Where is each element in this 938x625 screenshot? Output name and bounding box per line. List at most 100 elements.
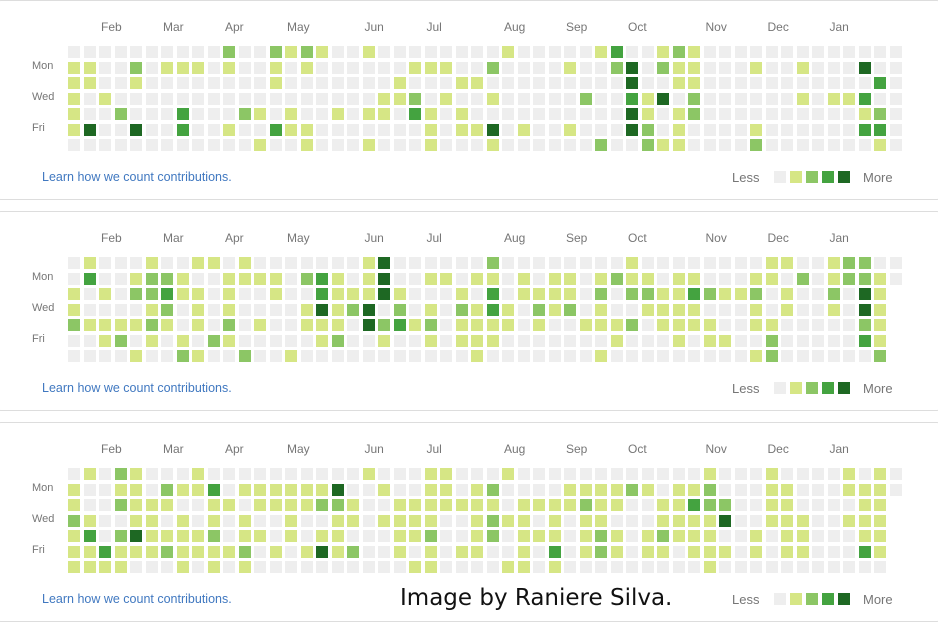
contribution-cell[interactable] <box>812 139 824 151</box>
contribution-cell[interactable] <box>83 77 96 89</box>
contribution-cell[interactable] <box>285 139 297 151</box>
contribution-cell[interactable] <box>858 303 871 316</box>
contribution-cell[interactable] <box>517 77 530 89</box>
contribution-cell[interactable] <box>176 545 189 558</box>
contribution-cell[interactable] <box>316 468 328 480</box>
contribution-cell[interactable] <box>223 530 235 542</box>
contribution-cell[interactable] <box>347 303 359 316</box>
contribution-cell[interactable] <box>99 288 111 300</box>
contribution-cell[interactable] <box>843 468 855 480</box>
contribution-cell[interactable] <box>781 499 793 511</box>
contribution-cell[interactable] <box>440 483 452 496</box>
contribution-cell[interactable] <box>207 545 220 558</box>
contribution-cell[interactable] <box>579 319 592 331</box>
contribution-cell[interactable] <box>533 108 545 120</box>
contribution-cell[interactable] <box>68 561 80 573</box>
contribution-cell[interactable] <box>393 468 406 480</box>
contribution-cell[interactable] <box>300 61 313 74</box>
contribution-cell[interactable] <box>765 334 778 347</box>
contribution-cell[interactable] <box>409 319 421 331</box>
contribution-cell[interactable] <box>657 530 669 542</box>
contribution-cell[interactable] <box>285 319 297 331</box>
contribution-cell[interactable] <box>254 108 266 120</box>
contribution-cell[interactable] <box>610 499 623 511</box>
contribution-cell[interactable] <box>269 334 282 347</box>
contribution-cell[interactable] <box>564 92 576 105</box>
contribution-cell[interactable] <box>595 514 607 527</box>
contribution-cell[interactable] <box>858 350 871 362</box>
contribution-cell[interactable] <box>347 92 359 105</box>
contribution-cell[interactable] <box>238 530 251 542</box>
contribution-cell[interactable] <box>672 468 685 480</box>
contribution-cell[interactable] <box>393 545 406 558</box>
contribution-cell[interactable] <box>316 545 328 558</box>
contribution-cell[interactable] <box>579 530 592 542</box>
contribution-cell[interactable] <box>502 530 514 542</box>
contribution-cell[interactable] <box>688 108 700 120</box>
contribution-cell[interactable] <box>455 334 468 347</box>
contribution-cell[interactable] <box>781 46 793 58</box>
contribution-cell[interactable] <box>176 123 189 136</box>
contribution-cell[interactable] <box>595 92 607 105</box>
contribution-cell[interactable] <box>316 514 328 527</box>
contribution-cell[interactable] <box>858 46 871 58</box>
contribution-cell[interactable] <box>502 303 514 316</box>
contribution-cell[interactable] <box>765 468 778 480</box>
contribution-cell[interactable] <box>626 272 638 285</box>
contribution-cell[interactable] <box>641 257 654 269</box>
contribution-cell[interactable] <box>145 288 158 300</box>
contribution-cell[interactable] <box>812 468 824 480</box>
contribution-cell[interactable] <box>362 288 375 300</box>
contribution-cell[interactable] <box>657 561 669 573</box>
contribution-cell[interactable] <box>362 61 375 74</box>
contribution-cell[interactable] <box>362 303 375 316</box>
contribution-cell[interactable] <box>161 545 173 558</box>
contribution-cell[interactable] <box>548 350 561 362</box>
contribution-cell[interactable] <box>347 468 359 480</box>
contribution-cell[interactable] <box>347 483 359 496</box>
contribution-cell[interactable] <box>378 139 390 151</box>
contribution-cell[interactable] <box>316 139 328 151</box>
contribution-cell[interactable] <box>734 499 747 511</box>
contribution-cell[interactable] <box>455 288 468 300</box>
contribution-cell[interactable] <box>254 334 266 347</box>
contribution-cell[interactable] <box>486 468 499 480</box>
contribution-cell[interactable] <box>533 514 545 527</box>
contribution-cell[interactable] <box>455 257 468 269</box>
contribution-cell[interactable] <box>703 257 716 269</box>
contribution-cell[interactable] <box>409 139 421 151</box>
contribution-cell[interactable] <box>114 288 127 300</box>
contribution-cell[interactable] <box>378 483 390 496</box>
contribution-cell[interactable] <box>827 319 840 331</box>
contribution-cell[interactable] <box>734 288 747 300</box>
contribution-cell[interactable] <box>347 334 359 347</box>
contribution-cell[interactable] <box>579 545 592 558</box>
contribution-cell[interactable] <box>471 334 483 347</box>
contribution-cell[interactable] <box>874 350 886 362</box>
contribution-cell[interactable] <box>517 61 530 74</box>
contribution-cell[interactable] <box>548 123 561 136</box>
contribution-cell[interactable] <box>796 319 809 331</box>
contribution-cell[interactable] <box>874 483 886 496</box>
contribution-cell[interactable] <box>874 272 886 285</box>
contribution-cell[interactable] <box>533 319 545 331</box>
contribution-cell[interactable] <box>579 483 592 496</box>
contribution-cell[interactable] <box>548 108 561 120</box>
contribution-cell[interactable] <box>440 139 452 151</box>
contribution-cell[interactable] <box>223 77 235 89</box>
contribution-cell[interactable] <box>796 272 809 285</box>
contribution-cell[interactable] <box>238 139 251 151</box>
contribution-cell[interactable] <box>657 545 669 558</box>
contribution-cell[interactable] <box>765 257 778 269</box>
contribution-cell[interactable] <box>734 139 747 151</box>
contribution-cell[interactable] <box>579 77 592 89</box>
contribution-cell[interactable] <box>657 257 669 269</box>
contribution-cell[interactable] <box>145 303 158 316</box>
contribution-cell[interactable] <box>269 108 282 120</box>
contribution-cell[interactable] <box>579 468 592 480</box>
contribution-cell[interactable] <box>734 468 747 480</box>
contribution-cell[interactable] <box>83 123 96 136</box>
contribution-cell[interactable] <box>145 350 158 362</box>
contribution-cell[interactable] <box>145 108 158 120</box>
contribution-cell[interactable] <box>161 61 173 74</box>
